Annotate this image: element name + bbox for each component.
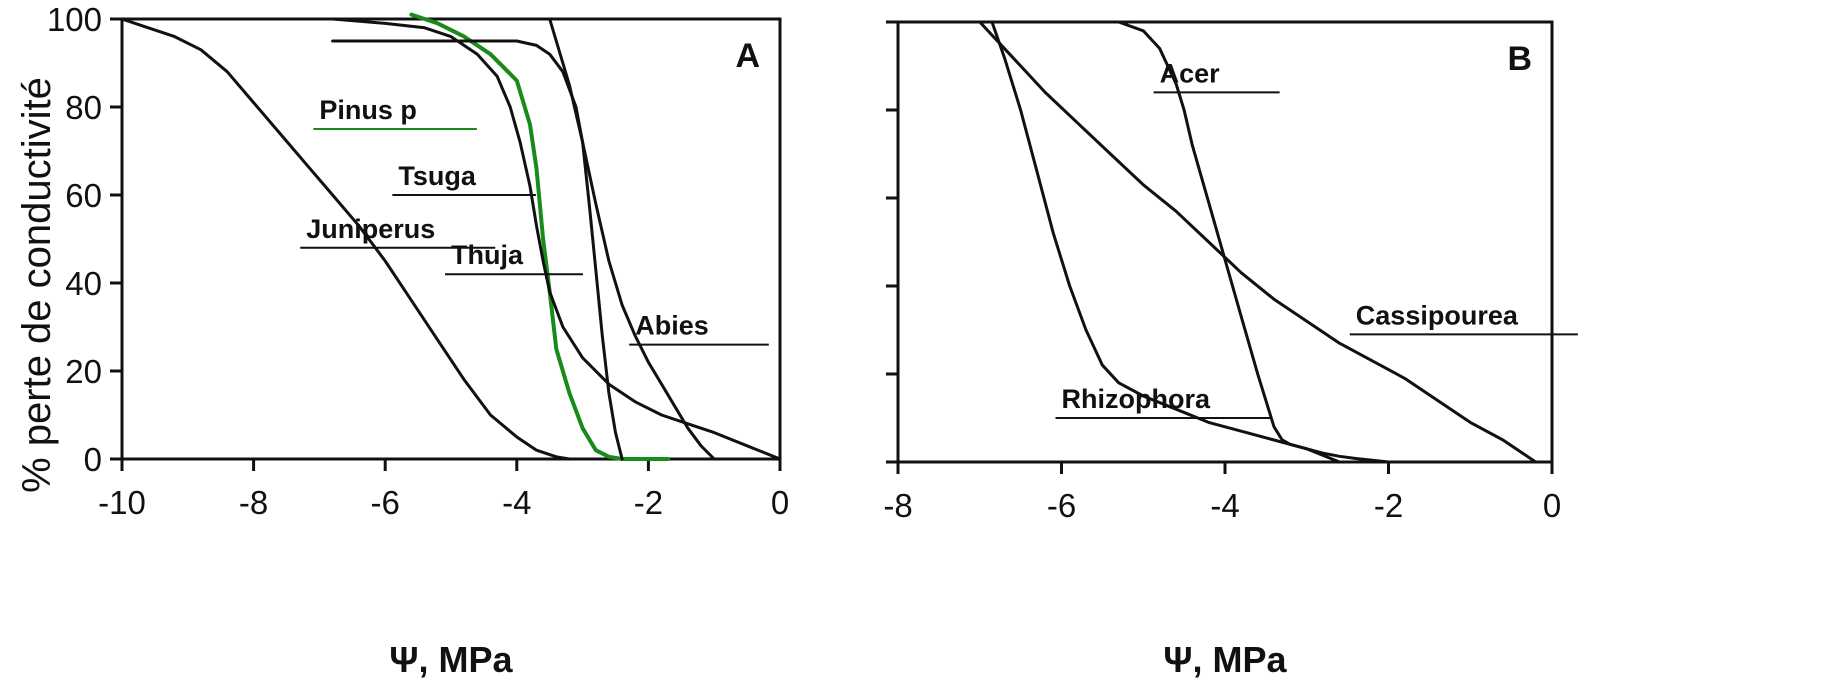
panel-letter: A	[735, 37, 760, 75]
x-tick-label: -10	[98, 484, 146, 521]
y-tick-label: 80	[65, 89, 102, 126]
x-tick-label: -2	[1374, 487, 1403, 524]
x-tick-label: -4	[1210, 487, 1239, 524]
x-tick-label: -8	[239, 484, 268, 521]
x-axis-label: Ψ, MPa	[1163, 639, 1287, 680]
series-label: Acer	[1160, 58, 1221, 88]
series-label: Thuja	[451, 240, 524, 270]
y-axis-label: % perte de conductivité	[15, 77, 59, 493]
y-tick-label: 60	[65, 177, 102, 214]
series-label: Pinus p	[319, 95, 417, 125]
x-axis-label: Ψ, MPa	[389, 639, 513, 680]
series-line-cassipourea	[978, 20, 1538, 464]
y-tick-label: 0	[84, 441, 102, 478]
series-line-juniperus	[120, 17, 571, 461]
series-line-rhizophora	[990, 20, 1341, 464]
series-label: Abies	[635, 311, 709, 341]
series-label: Cassipourea	[1356, 300, 1519, 330]
plot-frame	[896, 20, 1554, 464]
panel-b: -8 -6 -4 -2 0 Ψ, MPa B Acer Cassipourea Rhizophor…	[883, 20, 1578, 680]
series-label: Rhizophora	[1062, 384, 1211, 414]
y-tick-label: 100	[47, 1, 102, 38]
y-tick-label: 40	[65, 265, 102, 302]
series-label: Juniperus	[306, 214, 435, 244]
panel-letter: B	[1507, 40, 1532, 78]
x-tick-label: -2	[634, 484, 663, 521]
plot-frame	[120, 17, 782, 461]
x-tick-label: -6	[371, 484, 400, 521]
x-tick-label: -8	[883, 487, 912, 524]
series-label: Tsuga	[398, 161, 476, 191]
y-tick-label: 20	[65, 353, 102, 390]
x-tick-label: 0	[771, 484, 789, 521]
series-line-acer	[1117, 20, 1390, 464]
series-line-abies	[548, 17, 716, 461]
panel-a: -10 -8 -6 -4 -2 0 0 20 40 60 80 100 Ψ, MPa A Juniperus…	[47, 1, 789, 680]
x-tick-label: -4	[502, 484, 531, 521]
x-tick-label: -6	[1047, 487, 1076, 524]
x-tick-label: 0	[1543, 487, 1561, 524]
